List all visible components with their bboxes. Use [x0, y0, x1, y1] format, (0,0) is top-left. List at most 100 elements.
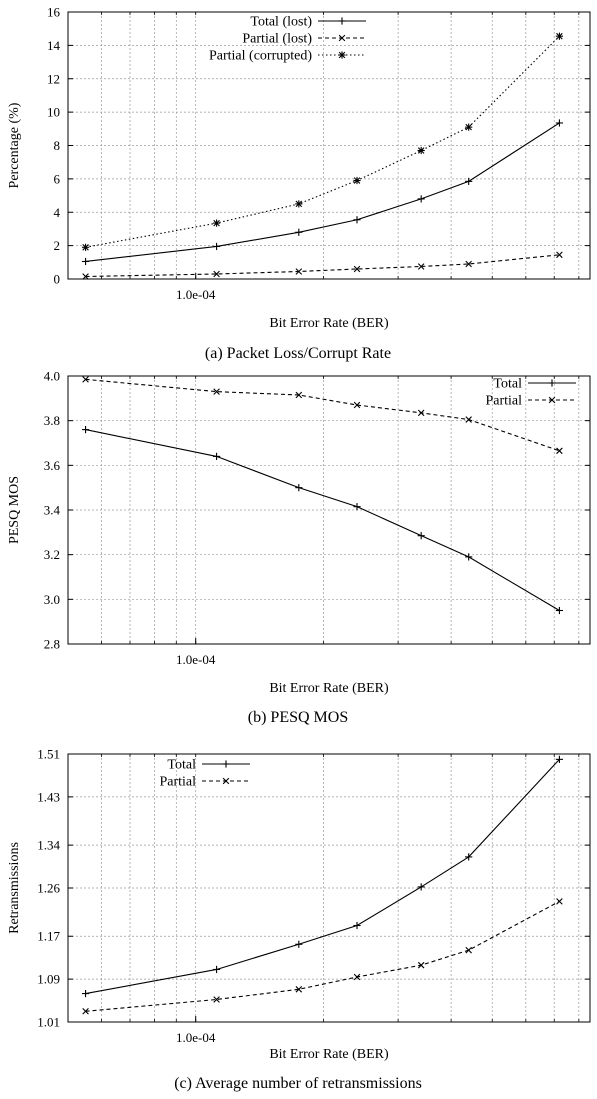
legend-swatch-marker — [338, 34, 346, 42]
y-axis-label: PESQ MOS — [7, 476, 22, 544]
legend-label: Partial (lost) — [242, 32, 312, 47]
y-tick-label: 3.0 — [44, 592, 60, 607]
data-point — [465, 416, 472, 423]
data-point — [417, 532, 425, 540]
series-line — [85, 429, 560, 611]
data-point — [295, 268, 303, 275]
chart-panel-1: 0 2 4 6 8 10 12 14 16 1.0e-04 Bit Error Rate (BER)… — [7, 5, 591, 362]
y-tick-label: 3.2 — [44, 547, 60, 562]
data-point — [465, 853, 473, 861]
legend-swatch-marker — [548, 379, 556, 387]
y-axis-label: Percentage (%) — [7, 102, 22, 188]
legend-swatch-marker — [548, 396, 556, 404]
data-point — [465, 123, 473, 131]
data-point — [295, 986, 303, 993]
data-point — [213, 996, 220, 1003]
data-point — [213, 270, 220, 278]
series-line — [85, 900, 560, 1012]
series-partial — [82, 898, 563, 1015]
legend: Total Partial — [485, 377, 576, 409]
y-tick-label: 10 — [47, 105, 60, 120]
data-point — [465, 177, 473, 185]
data-point — [555, 606, 564, 615]
legend: Total Partial — [159, 758, 250, 790]
legend-label: Partial — [485, 394, 522, 409]
data-point — [353, 921, 361, 930]
x-axis-label: Bit Error Rate (BER) — [269, 316, 389, 331]
y-tick-label: 1.43 — [37, 789, 60, 804]
data-point — [555, 119, 564, 127]
series-line — [85, 378, 560, 452]
series-partial-lost — [82, 251, 563, 280]
data-point — [353, 216, 361, 224]
data-point — [556, 251, 563, 259]
series-partial-corrupted — [81, 32, 564, 251]
y-tick-label: 1.17 — [37, 929, 60, 944]
chart-caption: (c) Average number of retransmissions — [174, 1075, 422, 1092]
grid — [68, 754, 590, 1022]
series-line — [85, 35, 560, 248]
y-axis-label: Retransmissions — [7, 842, 22, 934]
data-point — [465, 946, 472, 954]
data-point — [295, 484, 303, 492]
legend-swatch-marker — [222, 777, 230, 785]
data-point — [417, 409, 425, 417]
data-point — [353, 973, 361, 981]
chart-caption: (a) Packet Loss/Corrupt Rate — [205, 345, 391, 362]
data-point — [295, 200, 303, 208]
y-tick-label: 1.26 — [37, 881, 60, 896]
data-point — [212, 452, 221, 460]
chart-panel-3: 1.01 1.09 1.17 1.26 1.34 1.43 1.51 1.0e-04 Bit E… — [7, 747, 591, 1092]
grid — [68, 12, 590, 279]
series-total — [81, 755, 564, 998]
data-point — [82, 273, 89, 280]
data-point — [465, 260, 472, 268]
y-tick-label: 3.4 — [44, 503, 61, 518]
data-point — [81, 257, 90, 266]
y-tick-label: 4 — [54, 205, 61, 220]
legend-swatch-marker — [338, 17, 346, 25]
data-point — [295, 940, 303, 948]
series-line — [85, 254, 560, 278]
x-tick-label: 1.0e-04 — [176, 287, 216, 302]
y-tick-label: 14 — [47, 38, 61, 53]
x-tick-label: 1.0e-04 — [176, 1030, 216, 1045]
legend-label: Total — [167, 758, 196, 773]
series-line — [85, 122, 560, 263]
legend-swatch-marker — [222, 760, 230, 768]
y-tick-label: 8 — [54, 138, 61, 153]
data-point — [353, 265, 361, 273]
x-tick-label: 1.0e-04 — [176, 652, 216, 667]
data-point — [213, 388, 220, 395]
y-tick-label: 1.01 — [37, 1015, 60, 1030]
y-tick-label: 0 — [54, 272, 61, 287]
legend-label: Partial (corrupted) — [209, 49, 312, 64]
legend-label: Partial — [159, 775, 196, 790]
y-tick-label: 2.8 — [44, 637, 60, 652]
y-tick-label: 3.6 — [44, 458, 61, 473]
legend-label: Total — [493, 377, 522, 392]
y-tick-label: 12 — [47, 71, 60, 86]
y-tick-label: 2 — [54, 238, 61, 253]
data-point — [465, 553, 473, 561]
series-total-lost — [81, 119, 564, 266]
data-point — [417, 263, 425, 270]
data-point — [417, 146, 425, 155]
data-point — [212, 965, 221, 974]
data-point — [82, 1008, 89, 1015]
data-point — [212, 242, 221, 251]
data-point — [81, 989, 90, 998]
series-total — [81, 426, 564, 615]
data-point — [353, 503, 361, 511]
data-point — [417, 961, 425, 969]
data-point — [295, 391, 303, 399]
data-point — [556, 898, 563, 905]
data-point — [81, 243, 90, 251]
data-point — [417, 883, 425, 891]
y-tick-label: 1.51 — [37, 747, 60, 762]
data-point — [81, 426, 90, 434]
chart-panel-2: 2.8 3.0 3.2 3.4 3.6 3.8 4.0 1.0e-04 Bit Error Ra… — [7, 369, 591, 726]
chart-caption: (b) PESQ MOS — [248, 709, 348, 726]
y-tick-label: 3.8 — [44, 413, 60, 428]
